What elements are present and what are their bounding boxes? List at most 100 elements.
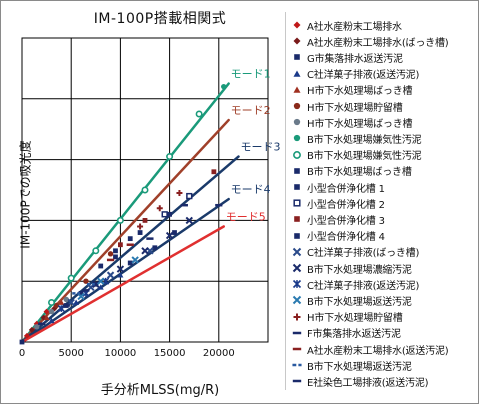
legend-item: B市下水処理場濃縮汚泥 bbox=[290, 259, 412, 277]
legend-item: B市下水処理場嫌気性汚泥 bbox=[290, 146, 422, 164]
legend-item: H市下水処理場貯留槽 bbox=[290, 97, 403, 115]
legend-item: C社洋菓子排液(ばっき槽) bbox=[290, 243, 419, 261]
legend-item: B市下水処理場ばっき槽 bbox=[290, 162, 412, 180]
data-point-s9 bbox=[141, 186, 149, 194]
legend-marker-shape bbox=[293, 37, 301, 45]
fit-line-1 bbox=[20, 82, 230, 344]
legend-marker bbox=[294, 216, 300, 223]
data-point-s13 bbox=[211, 169, 217, 175]
legend-item: B市下水処理場返送汚泥 bbox=[290, 356, 412, 374]
data-point-s7 bbox=[63, 296, 69, 303]
data-point-s10 bbox=[172, 230, 177, 235]
legend-marker-shape bbox=[292, 296, 302, 305]
legend-marker bbox=[292, 280, 302, 289]
legend-marker bbox=[292, 296, 302, 305]
data-point-s1 bbox=[43, 308, 50, 315]
line-label-3: モード3 bbox=[240, 141, 280, 154]
data-point-s9 bbox=[48, 298, 56, 306]
legend-label: A社水産粉末工場排水(返送汚泥) bbox=[307, 345, 449, 357]
legend-marker-shape bbox=[293, 21, 301, 29]
data-point-s9 bbox=[166, 153, 174, 161]
x-axis-label: 手分析MLSS(mg/R) bbox=[100, 383, 220, 398]
legend-marker-shape bbox=[294, 54, 300, 61]
data-point-s10 bbox=[127, 260, 133, 266]
legend-marker bbox=[293, 86, 301, 93]
data-point-s14 bbox=[113, 248, 118, 254]
data-point-s9 bbox=[195, 110, 203, 118]
legend-label: A社水産粉末工場排水(ばっき槽) bbox=[307, 37, 449, 49]
legend-item: F市集落排水返送汚泥 bbox=[290, 324, 401, 342]
legend-marker-shape bbox=[294, 167, 300, 174]
legend-marker-shape bbox=[293, 70, 301, 77]
x-tick-label: 15000 bbox=[154, 348, 186, 359]
legend-item: A社水産粉末工場排水(ばっき槽) bbox=[290, 32, 449, 50]
x-tick-label: 20000 bbox=[203, 348, 235, 359]
legend-label: H市下水処理場ばっき槽 bbox=[307, 118, 413, 130]
legend-item: C社洋菓子排液(返送汚泥) bbox=[290, 65, 419, 83]
x-tick-label: 0 bbox=[19, 348, 25, 359]
line-label-2: モード2 bbox=[231, 104, 271, 117]
line-label-4: モード4 bbox=[231, 183, 271, 196]
data-point-s3 bbox=[78, 290, 84, 296]
data-point-s6 bbox=[107, 251, 114, 257]
legend-item: B市下水処理場嫌気性汚泥 bbox=[290, 129, 422, 147]
legend-marker bbox=[294, 167, 300, 174]
legend-item: G市集落排水返送汚泥 bbox=[290, 48, 403, 66]
data-point-s15 bbox=[106, 271, 115, 279]
data-point-s8 bbox=[221, 83, 227, 90]
legend-label: A社水産粉末工場排水 bbox=[307, 21, 402, 33]
data-point-s12 bbox=[161, 211, 168, 218]
data-point-s9 bbox=[67, 274, 75, 282]
legend-marker bbox=[294, 54, 300, 61]
legend-marker bbox=[293, 21, 301, 29]
fit-line-3 bbox=[20, 155, 240, 344]
data-point-s9 bbox=[92, 247, 100, 255]
legend-label: H市下水処理場貯留槽 bbox=[307, 102, 403, 114]
legend-marker-shape bbox=[293, 86, 301, 93]
legend-label: C社洋菓子排液(ばっき槽) bbox=[307, 248, 420, 260]
x-tick-labels: 0 5000 10000 15000 20000 bbox=[19, 348, 235, 359]
legend-marker bbox=[293, 119, 301, 126]
legend-item: C社洋菓子排液(返送汚泥) bbox=[290, 275, 419, 293]
data-point-s19 bbox=[137, 223, 144, 230]
legend-item: H市下水処理場貯留槽 bbox=[290, 308, 403, 326]
legend-marker bbox=[292, 263, 302, 273]
legend-marker-shape bbox=[292, 247, 302, 257]
legend-label: H市下水処理場ばっき槽 bbox=[307, 86, 413, 98]
legend-label: E社染色工場排液(返送汚泥) bbox=[307, 377, 429, 389]
legend-label: B市下水処理場返送汚泥 bbox=[307, 361, 412, 373]
data-point-s18 bbox=[131, 256, 139, 264]
legend-marker-shape bbox=[293, 119, 301, 126]
legend-label: 小型合併浄化槽 3 bbox=[307, 215, 385, 227]
line-labels: モード1 モード2 モード3 モード4 モード5 bbox=[226, 68, 281, 224]
legend-marker bbox=[294, 184, 300, 190]
legend-marker-shape bbox=[293, 150, 301, 159]
data-point-s14 bbox=[127, 236, 133, 242]
legend-marker bbox=[293, 70, 301, 77]
data-point-s6 bbox=[83, 278, 89, 284]
data-point-s11 bbox=[167, 211, 172, 217]
data-point-s4 bbox=[97, 284, 104, 290]
data-point-s13 bbox=[118, 242, 123, 248]
data-point-s11 bbox=[113, 254, 118, 260]
legend-item: A社水産粉末工場排水(返送汚泥) bbox=[290, 340, 449, 358]
data-point-s7 bbox=[34, 324, 40, 330]
legend-label: B市下水処理場嫌気性汚泥 bbox=[307, 134, 422, 146]
line-label-5: モード5 bbox=[226, 210, 266, 223]
data-point-s12 bbox=[186, 192, 193, 200]
legend-marker bbox=[292, 331, 302, 335]
data-point-s4 bbox=[48, 317, 55, 324]
legend-label: H市下水処理場貯留槽 bbox=[307, 313, 403, 325]
legend-marker-shape bbox=[293, 199, 301, 207]
legend-marker bbox=[293, 37, 301, 45]
fit-line-4 bbox=[20, 197, 230, 344]
legend-item: B市下水処理場返送汚泥 bbox=[290, 291, 412, 309]
legend-marker bbox=[293, 313, 301, 321]
legend-label: 小型合併浄化槽 2 bbox=[307, 199, 385, 211]
y-axis-label: IM-100Pでの吸光度 bbox=[18, 140, 33, 249]
data-point-s5 bbox=[58, 299, 65, 305]
data-point-s7 bbox=[48, 308, 55, 315]
legend-item: 小型合併浄化槽 3 bbox=[290, 210, 385, 228]
